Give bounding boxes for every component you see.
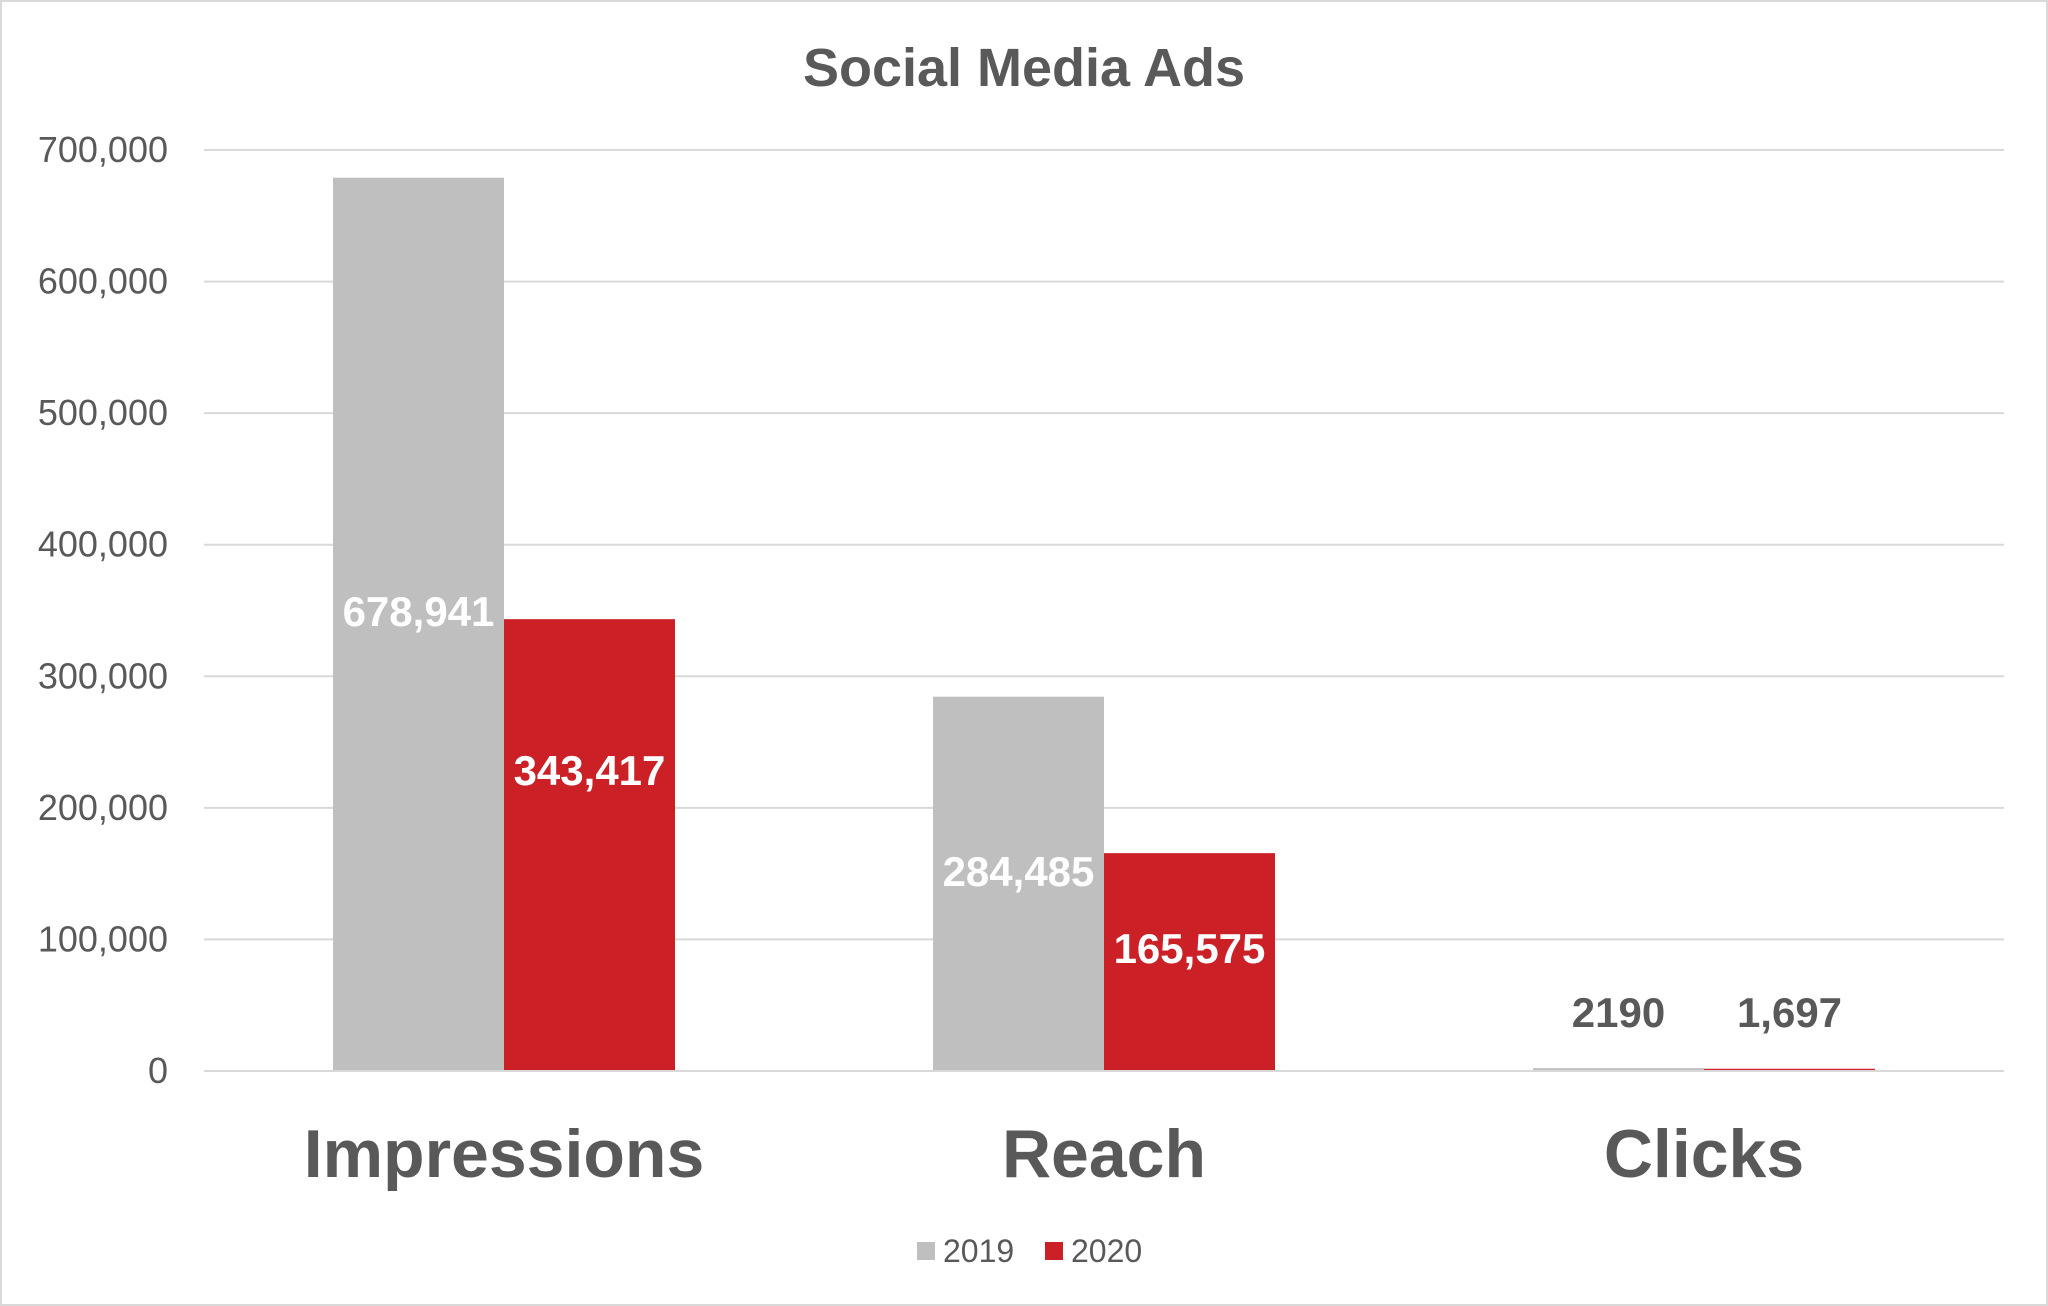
x-tick-label: Reach [1002,1116,1206,1192]
legend: 2019 2020 [917,1233,1142,1269]
bar-2020-clicks [1704,1068,1875,1071]
data-label-2019-impressions: 678,941 [343,588,495,635]
data-label-2020-clicks: 1,697 [1737,989,1842,1036]
data-label-2019-clicks: 2190 [1572,989,1665,1036]
y-tick-label: 700,000 [38,129,168,170]
data-label-2019-reach: 284,485 [943,848,1095,895]
legend-label-2020: 2020 [1071,1233,1142,1269]
bar-2020-reach [1104,853,1275,1071]
data-label-2020-impressions: 343,417 [514,747,666,794]
y-tick-label: 400,000 [38,524,168,565]
x-tick-label: Impressions [304,1116,705,1192]
data-labels: 678,941 343,417 284,485 165,575 2190 1,697 [343,588,1842,1036]
legend-label-2019: 2019 [943,1233,1014,1269]
bar-2019-impressions [333,177,504,1071]
legend-swatch-2019 [917,1242,935,1260]
legend-swatch-2020 [1045,1242,1063,1260]
bar-2019-clicks [1533,1068,1704,1071]
y-tick-label: 300,000 [38,655,168,696]
x-axis-tick-labels: Impressions Reach Clicks [304,1116,1804,1192]
y-tick-label: 0 [148,1050,168,1091]
y-tick-label: 100,000 [38,918,168,959]
y-tick-label: 600,000 [38,261,168,302]
data-label-2020-reach: 165,575 [1114,925,1266,972]
bars [333,177,1875,1071]
chart-title: Social Media Ads [803,38,1245,98]
bar-2020-impressions [504,619,675,1071]
y-tick-label: 200,000 [38,787,168,828]
y-tick-label: 500,000 [38,392,168,433]
y-axis-tick-labels: 0 100,000 200,000 300,000 400,000 500,000 600,… [38,129,168,1091]
x-tick-label: Clicks [1604,1116,1804,1192]
bar-2019-reach [933,696,1104,1071]
